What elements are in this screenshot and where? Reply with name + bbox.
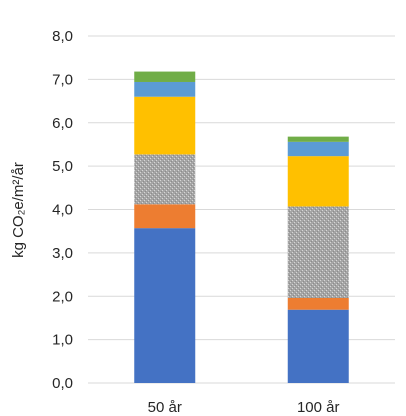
- bar-segment-5-2: [287, 141, 349, 157]
- y-tick-label: 3,0: [52, 245, 73, 262]
- bar-segment-6-2: [287, 136, 349, 142]
- bar-segment-6-1: [134, 71, 196, 82]
- y-axis-title: kg CO₂e/m²/år: [10, 162, 27, 258]
- x-category-label: 100 år: [297, 399, 340, 416]
- x-category-labels: 50 år 100 år: [148, 399, 340, 416]
- y-tick-label: 2,0: [52, 288, 73, 305]
- y-tick-label: 6,0: [52, 115, 73, 132]
- bar-segment-5-1: [134, 81, 196, 97]
- bar-segment-2-1: [134, 204, 196, 229]
- y-tick-labels: 0,0 1,0 2,0 3,0 4,0 5,0 6,0 7,0 8,0: [52, 28, 73, 392]
- bars: [134, 71, 349, 383]
- y-tick-label: 4,0: [52, 202, 73, 219]
- bar-segment-1-2: [287, 309, 349, 383]
- bar-segment-3-2: [287, 206, 349, 298]
- y-tick-label: 8,0: [52, 28, 73, 45]
- y-tick-label: 0,0: [52, 375, 73, 392]
- bar-segment-4-2: [287, 156, 349, 207]
- y-tick-label: 7,0: [52, 71, 73, 88]
- bar-segment-3-1: [134, 154, 196, 205]
- x-category-label: 50 år: [148, 399, 182, 416]
- y-tick-label: 5,0: [52, 158, 73, 175]
- y-tick-label: 1,0: [52, 332, 73, 349]
- bar-segment-2-2: [287, 297, 349, 310]
- bar-segment-4-1: [134, 96, 196, 155]
- bar-segment-1-1: [134, 228, 196, 383]
- gridlines: [88, 35, 395, 384]
